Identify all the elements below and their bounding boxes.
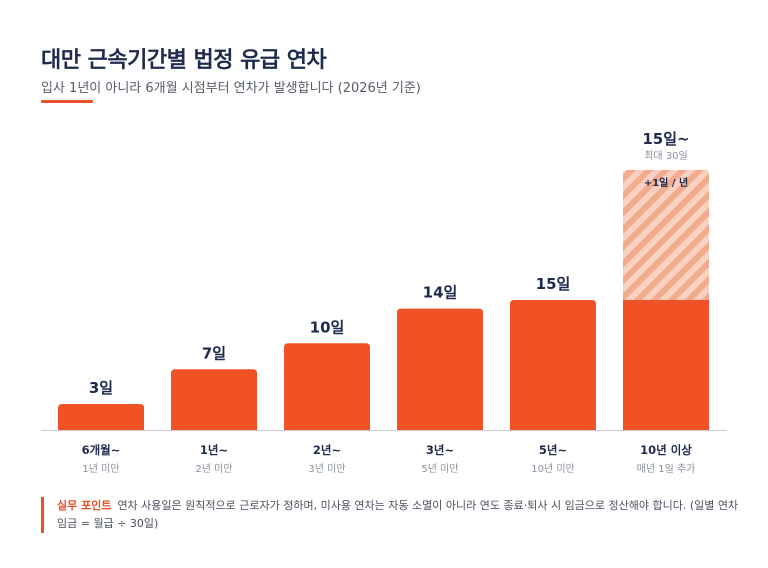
x-tick-label: 3년~ xyxy=(426,443,454,457)
bar-max-label: 최대 30일 xyxy=(644,150,688,162)
bar xyxy=(623,299,709,430)
x-tick-sublabel: 3년 미만 xyxy=(308,463,345,475)
x-tick-label: 2년~ xyxy=(313,443,341,457)
bar xyxy=(58,403,144,430)
chart-title: 대만 근속기간별 법정 유급 연차 xyxy=(41,48,327,73)
bar xyxy=(284,343,370,430)
bar xyxy=(171,369,257,430)
x-tick-sublabel: 10년 미만 xyxy=(531,463,575,475)
bar xyxy=(510,299,596,430)
bar-extension-hatched xyxy=(623,169,709,300)
extension-label: +1일 / 년 xyxy=(644,176,688,189)
x-tick-label: 5년~ xyxy=(539,443,567,457)
x-tick-sublabel: 2년 미만 xyxy=(195,463,232,475)
note-tag: 실무 포인트 xyxy=(57,499,112,512)
x-tick-sublabel: 매년 1일 추가 xyxy=(637,463,696,475)
x-tick-label: 6개월~ xyxy=(82,443,121,457)
title-accent-line xyxy=(41,100,93,103)
bar-value-label: 15일~ xyxy=(642,130,689,148)
bar-chart: 3일 6개월~ 1년 미만 7일 1년~ 2년 미만 10일 2년~ 3년 미만 14일 3년~ 5년… xyxy=(41,130,727,475)
x-tick-sublabel: 1년 미만 xyxy=(82,463,119,475)
bar-value-label: 14일 xyxy=(423,284,458,302)
x-tick-sublabel: 5년 미만 xyxy=(421,463,458,475)
note-text: 연차 사용일은 원칙적으로 근로자가 정하며, 미사용 연차는 자동 소멸이 아… xyxy=(57,499,739,530)
bar xyxy=(397,308,483,430)
bar-value-label: 15일 xyxy=(536,275,571,293)
chart-subtitle: 입사 1년이 아니라 6개월 시점부터 연차가 발생합니다 (2026년 기준) xyxy=(41,81,421,96)
bar-value-label: 10일 xyxy=(310,318,345,336)
x-tick-label: 10년 이상 xyxy=(640,443,692,457)
bar-value-label: 7일 xyxy=(202,344,226,362)
practical-point-note: 실무 포인트 연차 사용일은 원칙적으로 근로자가 정하며, 미사용 연차는 자동… xyxy=(41,497,743,533)
x-tick-label: 1년~ xyxy=(200,443,228,457)
bar-value-label: 3일 xyxy=(89,379,113,397)
